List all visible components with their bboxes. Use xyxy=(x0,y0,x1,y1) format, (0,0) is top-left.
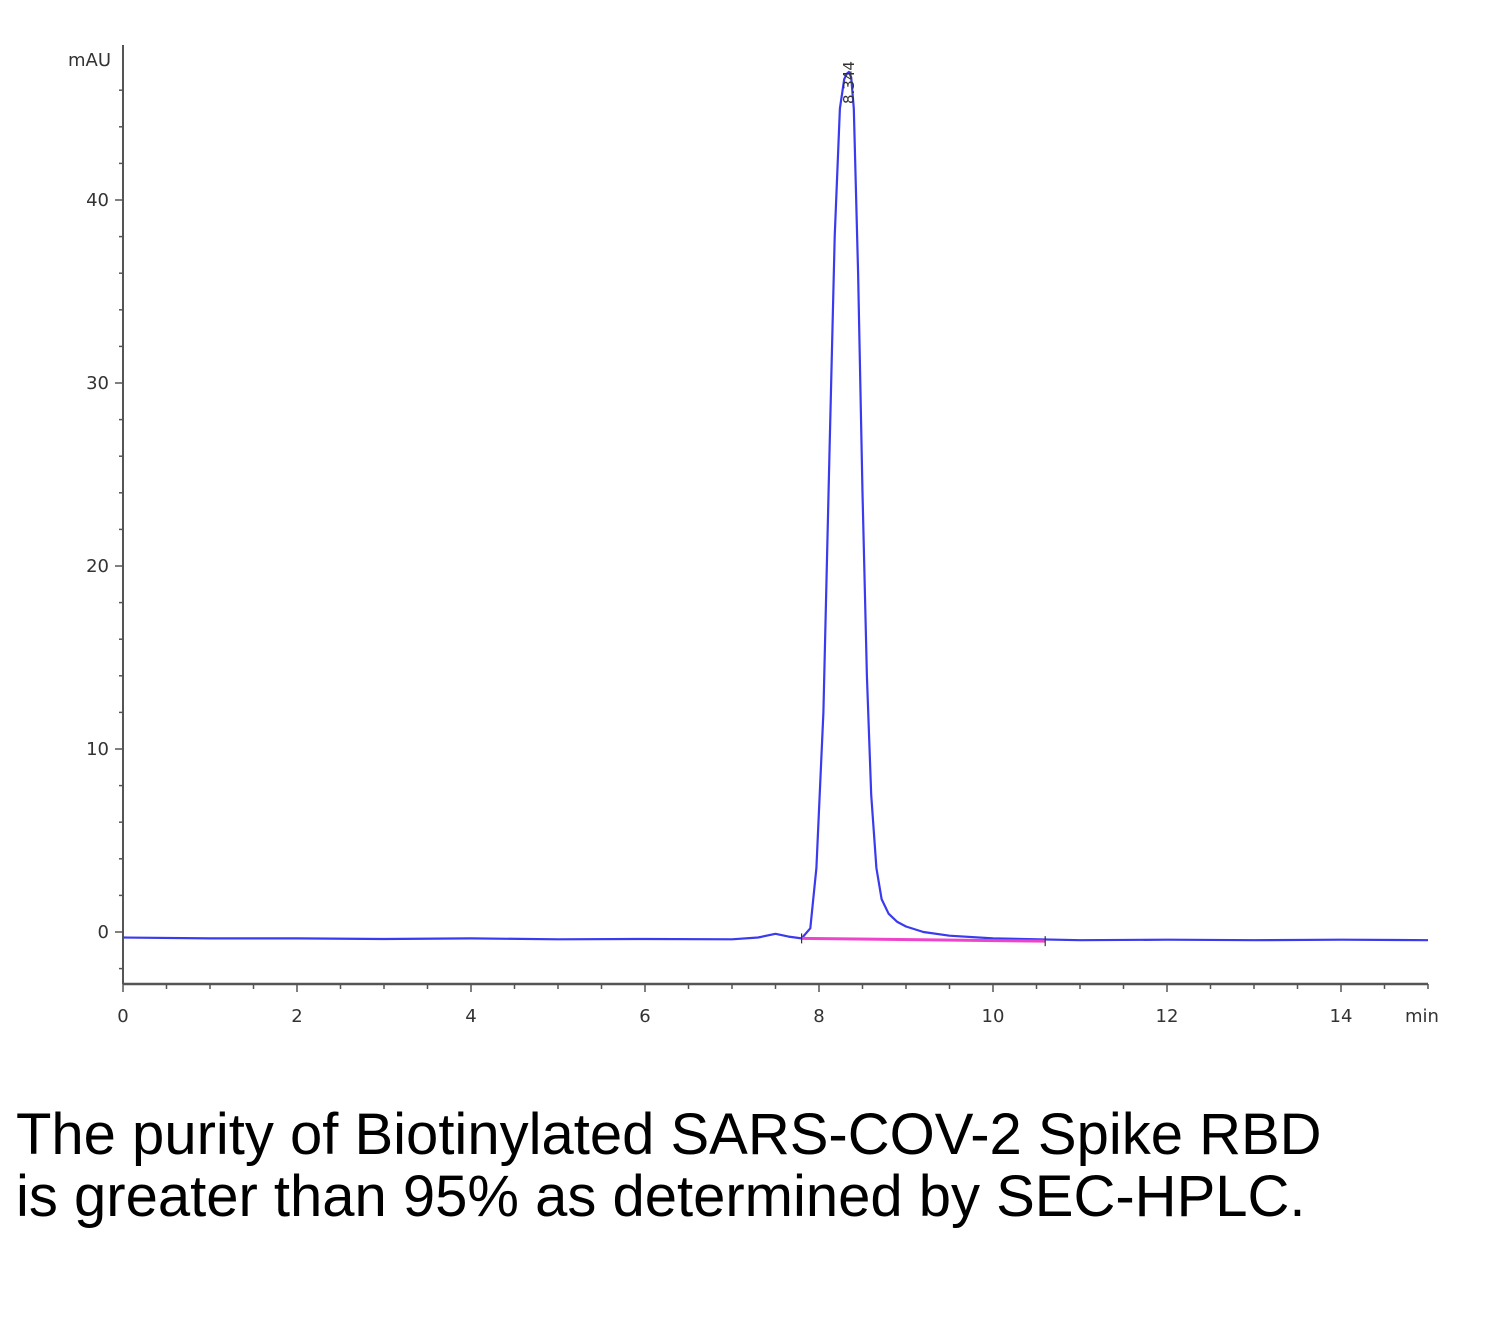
chromatogram-trace xyxy=(122,70,1429,942)
y-axis-label: mAU xyxy=(68,50,111,71)
y-tick-label: 0 xyxy=(98,922,109,943)
x-tick-label: 10 xyxy=(982,1006,1005,1027)
peak-label: 8.344 xyxy=(840,61,858,104)
x-tick-label: 14 xyxy=(1330,1006,1353,1027)
y-tick-label: 40 xyxy=(86,190,109,211)
x-tick-label: 12 xyxy=(1156,1006,1179,1027)
axis-ticks xyxy=(115,89,1429,992)
figure-caption: The purity of Biotinylated SARS-COV-2 Sp… xyxy=(16,1102,1322,1229)
chart-series xyxy=(122,70,1429,947)
y-tick-label: 20 xyxy=(86,556,109,577)
x-tick-label: 8 xyxy=(813,1006,824,1027)
x-axis-label: min xyxy=(1405,1006,1439,1027)
chromatogram-chart: 0 10 20 30 40 0 2 4 6 8 10 12 14 mAU min 8.344 xyxy=(68,45,1439,1027)
axis-tick-labels: 0 10 20 30 40 0 2 4 6 8 10 12 14 xyxy=(86,190,1352,1027)
chart-axes xyxy=(122,45,1428,986)
x-tick-label: 6 xyxy=(639,1006,650,1027)
x-tick-label: 4 xyxy=(465,1006,476,1027)
y-tick-label: 10 xyxy=(86,739,109,760)
x-tick-label: 2 xyxy=(291,1006,302,1027)
x-tick-label: 0 xyxy=(117,1006,128,1027)
integration-baseline xyxy=(801,936,1046,943)
y-tick-label: 30 xyxy=(86,373,109,394)
